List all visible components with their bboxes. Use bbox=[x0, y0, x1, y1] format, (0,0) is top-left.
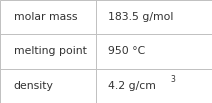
Text: melting point: melting point bbox=[14, 46, 86, 57]
Text: 950 °C: 950 °C bbox=[108, 46, 145, 57]
Text: molar mass: molar mass bbox=[14, 12, 77, 22]
Text: 4.2 g/cm: 4.2 g/cm bbox=[108, 81, 156, 91]
Text: 183.5 g/mol: 183.5 g/mol bbox=[108, 12, 173, 22]
Text: density: density bbox=[14, 81, 53, 91]
Text: 3: 3 bbox=[171, 75, 176, 84]
